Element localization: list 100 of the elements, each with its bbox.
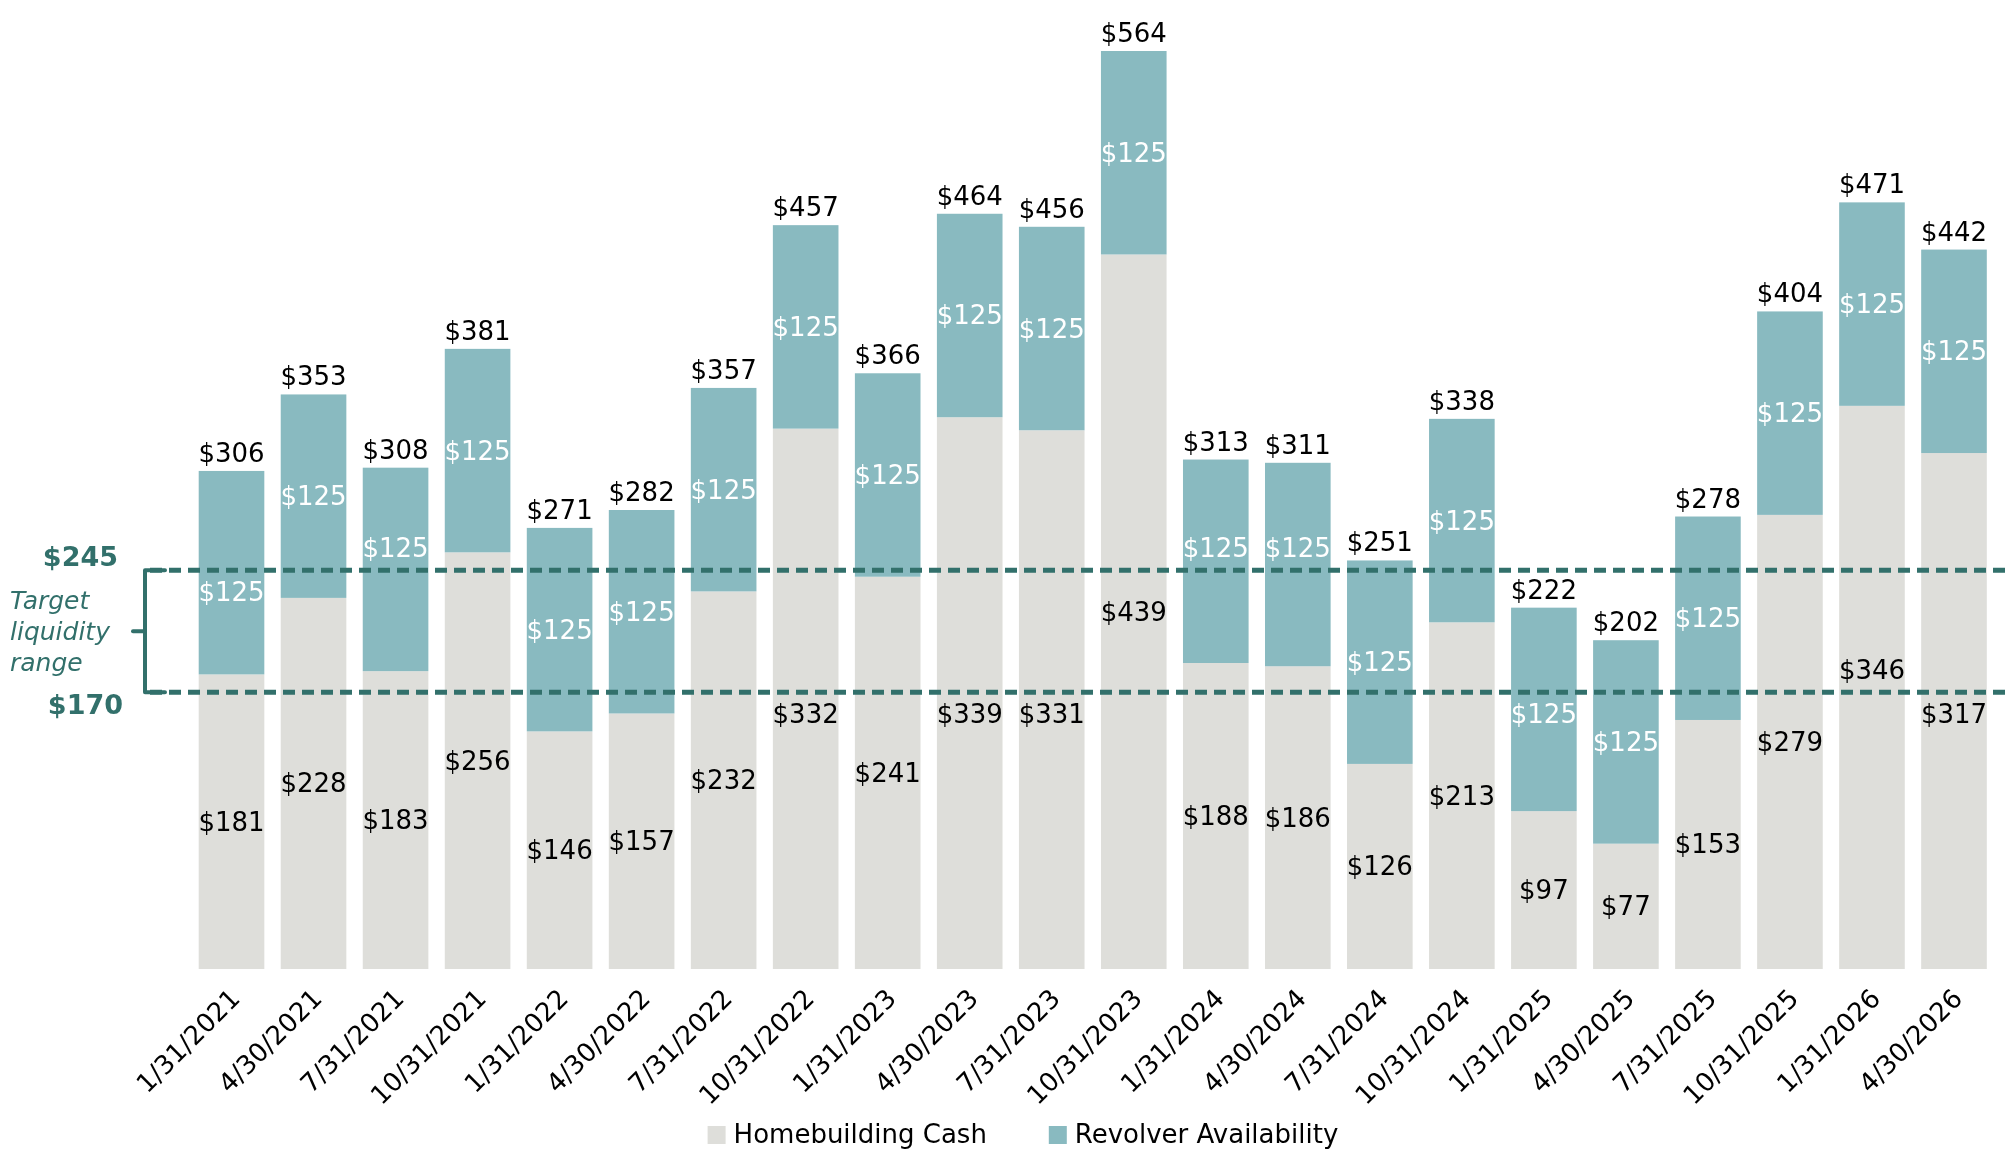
bar [1182,459,1249,663]
bar [1839,202,1905,406]
total-label: $306 [198,437,265,468]
total-label: $311 [1264,429,1331,460]
total-label: $366 [854,340,921,371]
data-label: $125 [854,460,921,491]
bar [854,576,921,969]
data-label: $125 [1264,533,1331,564]
bar [444,348,511,553]
total-label: $202 [1592,607,1659,638]
data-label: $125 [280,481,347,512]
data-label: $279 [1756,726,1824,757]
bar [1921,453,1987,969]
total-label: $271 [526,494,593,525]
data-label: $213 [1428,780,1495,811]
data-label: $183 [362,805,429,836]
data-label: $186 [1264,802,1331,833]
data-label: $232 [690,765,757,796]
data-label: $339 [936,699,1003,730]
data-label: $241 [854,757,921,788]
bar [1593,843,1659,969]
data-label: $125 [444,435,511,466]
bar [936,213,1003,418]
data-label: $97 [1519,875,1569,906]
bar [1182,663,1249,969]
bar [1347,763,1413,969]
data-label: $125 [1018,313,1085,344]
ref-line-label: $245 [42,541,118,573]
bar [1347,560,1413,764]
data-label: $126 [1346,851,1413,882]
bar [1757,311,1823,515]
bar [1265,462,1331,667]
total-label: $278 [1674,483,1742,514]
data-label: $188 [1182,801,1249,831]
bar [362,671,429,969]
legend-label: Revolver Availability [1074,1119,1339,1149]
data-label: $125 [1510,699,1577,730]
bar [1511,811,1577,969]
bar [1921,249,1987,454]
bar [1100,51,1167,255]
bar [854,373,921,577]
bar [936,417,1003,969]
data-label: $125 [198,577,265,608]
bar [362,467,429,672]
total-label: $308 [362,434,429,465]
legend-label: Homebuilding Cash [733,1119,987,1149]
total-label: $471 [1838,169,1906,200]
data-label: $146 [526,835,593,866]
data-label: $256 [444,745,511,776]
data-label: $125 [1756,398,1824,429]
data-label: $332 [772,699,839,730]
bar [1265,666,1331,969]
data-label: $125 [1346,647,1413,678]
bar [444,552,511,969]
bar [1100,254,1167,969]
total-label: $251 [1346,527,1413,558]
data-label: $125 [772,311,839,342]
data-label: $157 [608,826,675,857]
bar [526,731,593,969]
bar [1593,640,1659,844]
bar [608,510,675,714]
data-label: $125 [608,596,675,627]
total-label: $353 [280,361,347,392]
bar [280,394,347,598]
bar [526,527,593,732]
data-label: $125 [526,614,593,645]
bar [1511,607,1577,812]
bar [280,597,347,969]
total-label: $564 [1100,18,1167,48]
data-label: $346 [1838,655,1906,686]
bar [1675,719,1741,969]
bar [1839,405,1905,969]
bar [772,428,839,969]
data-label: $125 [1100,137,1167,168]
total-label: $357 [690,354,757,385]
data-label: $439 [1100,596,1167,627]
data-label: $125 [1428,505,1495,536]
data-label: $125 [362,533,429,564]
data-label: $153 [1674,829,1742,860]
total-label: $338 [1428,385,1495,416]
bar [1429,418,1495,623]
data-label: $77 [1601,891,1651,922]
data-label: $125 [1838,289,1906,320]
bar [608,713,675,969]
total-label: $464 [936,180,1003,211]
total-label: $442 [1920,216,1988,247]
data-label: $125 [936,300,1003,331]
ref-line-label: $170 [47,689,123,721]
total-label: $457 [772,192,839,223]
bar [772,225,839,429]
data-label: $125 [1592,726,1659,757]
bar [198,470,265,675]
bar [1018,226,1085,431]
bar [198,674,265,969]
bar [1675,516,1741,720]
data-label: $125 [1182,533,1249,564]
bar [690,387,757,592]
data-label: $125 [1674,603,1742,634]
total-label: $404 [1756,278,1824,309]
data-label: $331 [1018,699,1085,730]
